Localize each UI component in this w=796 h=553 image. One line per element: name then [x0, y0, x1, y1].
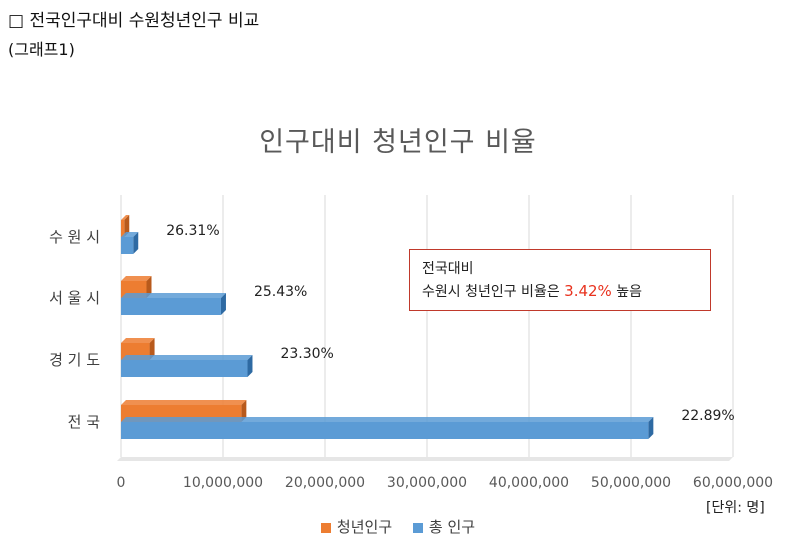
legend-swatch-youth: [320, 522, 331, 533]
data-label: 25.43%: [254, 284, 307, 300]
chart-floor: [117, 457, 733, 461]
legend-label-youth: 청년인구: [336, 518, 393, 536]
bar-total-top: [121, 293, 226, 298]
callout-line-1: 전국대비: [422, 261, 474, 277]
bar-total: [121, 237, 134, 254]
bar-youth-side: [124, 215, 130, 237]
chart-title: 인구대비 청년인구 비율: [259, 127, 537, 158]
bar-total-top: [121, 417, 654, 422]
x-tick-label: 50,000,000: [591, 475, 671, 491]
bar-total-side: [220, 293, 226, 315]
legend-swatch-total: [412, 522, 423, 533]
x-tick-label: 60,000,000: [693, 475, 773, 491]
bar-total-side: [247, 355, 253, 377]
data-label: 26.31%: [166, 223, 219, 239]
callout-text-prefix: 수원시 청년인구 비율은: [422, 284, 565, 300]
bar-total-side: [133, 232, 139, 254]
bar-total-top: [121, 355, 253, 360]
callout-box: 전국대비 수원시 청년인구 비율은 3.42% 높음: [409, 249, 711, 311]
callout-highlight: 3.42%: [564, 282, 612, 300]
x-tick-label: 30,000,000: [387, 475, 467, 491]
bar-total-top: [121, 232, 139, 237]
bar-total: [121, 360, 248, 377]
page-heading: □ 전국인구대비 수원청년인구 비교: [8, 11, 260, 31]
x-tick-label: 10,000,000: [183, 475, 263, 491]
chart-legend: 청년인구 총 인구: [0, 516, 796, 537]
category-label: 경 기 도: [49, 351, 100, 369]
legend-label-total: 총 인구: [428, 518, 476, 536]
bar-youth-side: [241, 400, 247, 422]
unit-label: [단위: 명]: [706, 500, 765, 516]
bar-youth-top: [121, 215, 130, 220]
category-label: 수 원 시: [49, 228, 100, 246]
graph-caption: (그래프1): [8, 40, 75, 59]
legend-item-youth: 청년인구: [320, 516, 393, 537]
bar-youth-side: [146, 276, 152, 298]
callout-line-2: 수원시 청년인구 비율은 3.42% 높음: [422, 280, 698, 303]
bar-youth-top: [121, 338, 155, 343]
data-label: 23.30%: [280, 346, 333, 362]
x-tick-label: 40,000,000: [489, 475, 569, 491]
legend-item-total: 총 인구: [412, 516, 476, 537]
bar-youth-top: [121, 400, 247, 405]
callout-text-suffix: 높음: [611, 284, 643, 300]
bar-total: [121, 298, 221, 315]
bar-total: [121, 422, 649, 439]
category-label: 전 국: [68, 413, 101, 431]
bar-youth-top: [121, 276, 152, 281]
x-tick-label: 0: [117, 475, 126, 491]
bar-total-side: [648, 417, 654, 439]
bar-youth: [121, 220, 125, 237]
bar-youth-side: [149, 338, 155, 360]
category-label: 서 울 시: [49, 289, 100, 307]
x-tick-label: 20,000,000: [285, 475, 365, 491]
data-label: 22.89%: [681, 408, 734, 424]
